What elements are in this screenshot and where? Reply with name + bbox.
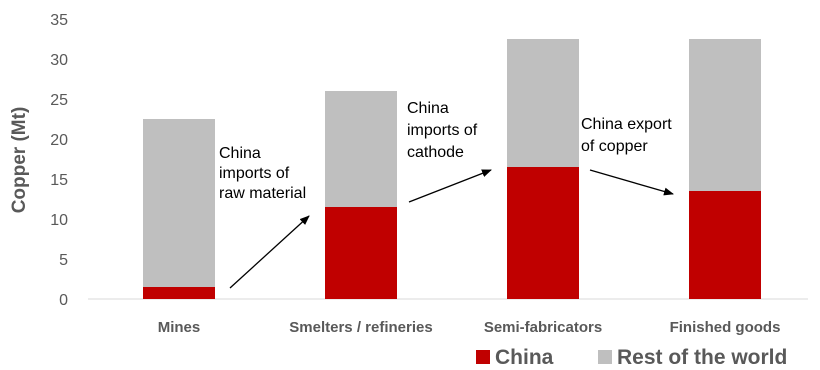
y-tick-label: 15 [50,172,68,189]
y-tick-label: 35 [50,12,68,29]
y-tick-label: 5 [59,252,68,269]
y-tick-label: 20 [50,132,68,149]
y-tick-label: 10 [50,212,68,229]
legend-swatch-rest-of-world [598,350,612,364]
category-labels: Mines Smelters / refineries Semi-fabricato… [158,319,781,336]
bar-china [325,207,397,299]
bar-china [143,287,215,299]
y-axis-ticks: 0 5 10 15 20 25 30 35 [50,12,68,309]
bar-rest-of-world [507,39,579,167]
y-axis-label: Copper (Mt) [9,107,30,214]
y-tick-label: 25 [50,92,68,109]
legend-swatch-china [476,350,490,364]
y-tick-label: 30 [50,52,68,69]
legend-label-china: China [495,346,554,369]
annotation-cathode: China imports of cathode [407,100,482,161]
arrow-copper-export [589,169,674,196]
y-tick-label: 0 [59,292,68,309]
arrow-raw-material [229,215,310,289]
annotation-raw-material: China imports of raw material [219,145,306,202]
bar-rest-of-world [689,39,761,191]
category-label: Mines [158,319,201,336]
bars-group [143,39,761,299]
legend-label-rest-of-world: Rest of the world [617,346,787,369]
category-label: Smelters / refineries [289,319,432,336]
bar-rest-of-world [325,91,397,207]
category-label: Semi-fabricators [484,319,602,336]
bar-china [507,167,579,299]
bar-china [689,191,761,299]
bar-rest-of-world [143,119,215,287]
category-label: Finished goods [670,319,781,336]
annotation-copper-export: China export of copper [581,116,676,155]
arrow-cathode [408,169,492,203]
